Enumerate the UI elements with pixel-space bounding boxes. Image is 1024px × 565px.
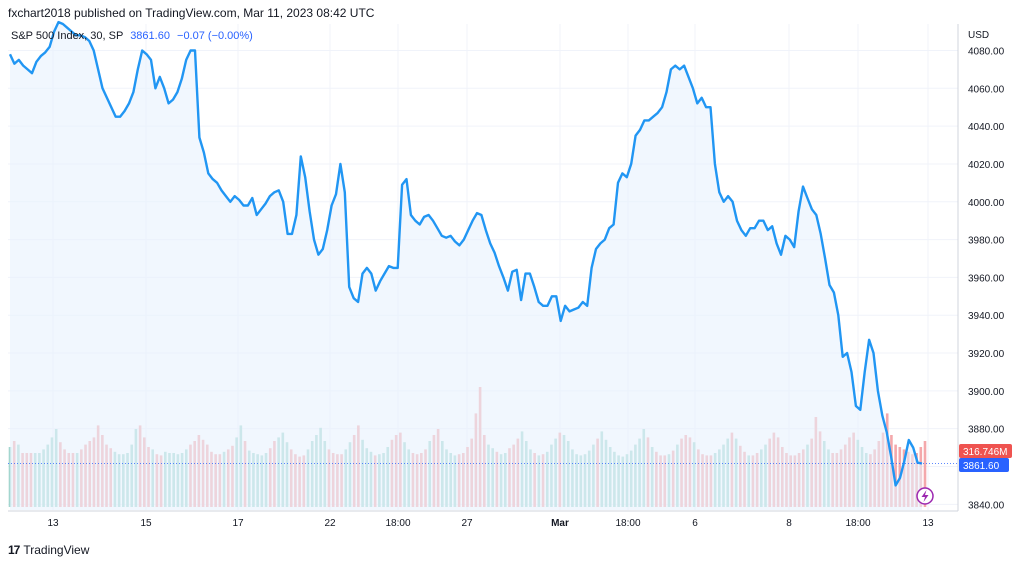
time-tick-label: Mar: [551, 518, 569, 529]
volume-bar: [923, 441, 927, 507]
time-tick-label: 27: [461, 518, 473, 529]
price-badge: [959, 458, 1009, 472]
time-tick-label: 6: [692, 518, 698, 529]
volume-badge: [959, 444, 1012, 458]
price-tick-label: 3840.00: [968, 500, 1005, 511]
price-tick-label: 3940.00: [968, 311, 1005, 322]
time-tick-label: 8: [786, 518, 792, 529]
time-axis: 13 15 17 22 18:00 27 Mar 18:00 6 8 18:00 13: [47, 518, 934, 529]
price-tick-label: 4080.00: [968, 46, 1005, 57]
volume-badge-text: 316.746M: [963, 447, 1007, 458]
price-change-value: −0.07 (−0.00%): [177, 30, 253, 42]
footer-brand[interactable]: 17 TradingView: [8, 543, 89, 557]
price-tick-label: 3980.00: [968, 236, 1005, 247]
time-tick-label: 13: [922, 518, 934, 529]
price-line: [8, 20, 923, 487]
time-tick-label: 18:00: [385, 518, 410, 529]
time-tick-label: 22: [324, 518, 336, 529]
time-tick-label: 18:00: [845, 518, 870, 529]
currency-label: USD: [968, 30, 990, 41]
lightning-icon[interactable]: [916, 487, 934, 505]
brand-name: TradingView: [23, 543, 90, 557]
price-tick-label: 4040.00: [968, 122, 1005, 133]
price-tick-label: 3900.00: [968, 387, 1005, 398]
price-tick-label: 4000.00: [968, 198, 1005, 209]
price-tick-label: 3960.00: [968, 273, 1005, 284]
time-tick-label: 17: [232, 518, 244, 529]
price-tick-label: 3880.00: [968, 425, 1005, 436]
last-price-value: 3861.60: [130, 30, 170, 42]
tradingview-logo-icon: 17: [8, 543, 20, 557]
time-tick-label: 18:00: [615, 518, 640, 529]
publish-info: fxchart2018 published on TradingView.com…: [8, 6, 375, 20]
price-tick-label: 3920.00: [968, 349, 1005, 360]
price-axis: 3840.003860.003880.003900.003920.003940.…: [968, 46, 1005, 511]
time-tick-label: 15: [140, 518, 152, 529]
price-tick-label: 4060.00: [968, 84, 1005, 95]
volume-bar: [894, 444, 897, 507]
price-area: [10, 22, 922, 510]
symbol-label: S&P 500 Index, 30, SP: [11, 30, 124, 42]
time-tick-label: 13: [47, 518, 59, 529]
chart-legend: S&P 500 Index, 30, SP 3861.60 −0.07 (−0.…: [11, 30, 253, 42]
price-badge-text: 3861.60: [963, 461, 1000, 472]
price-tick-label: 4020.00: [968, 160, 1005, 171]
